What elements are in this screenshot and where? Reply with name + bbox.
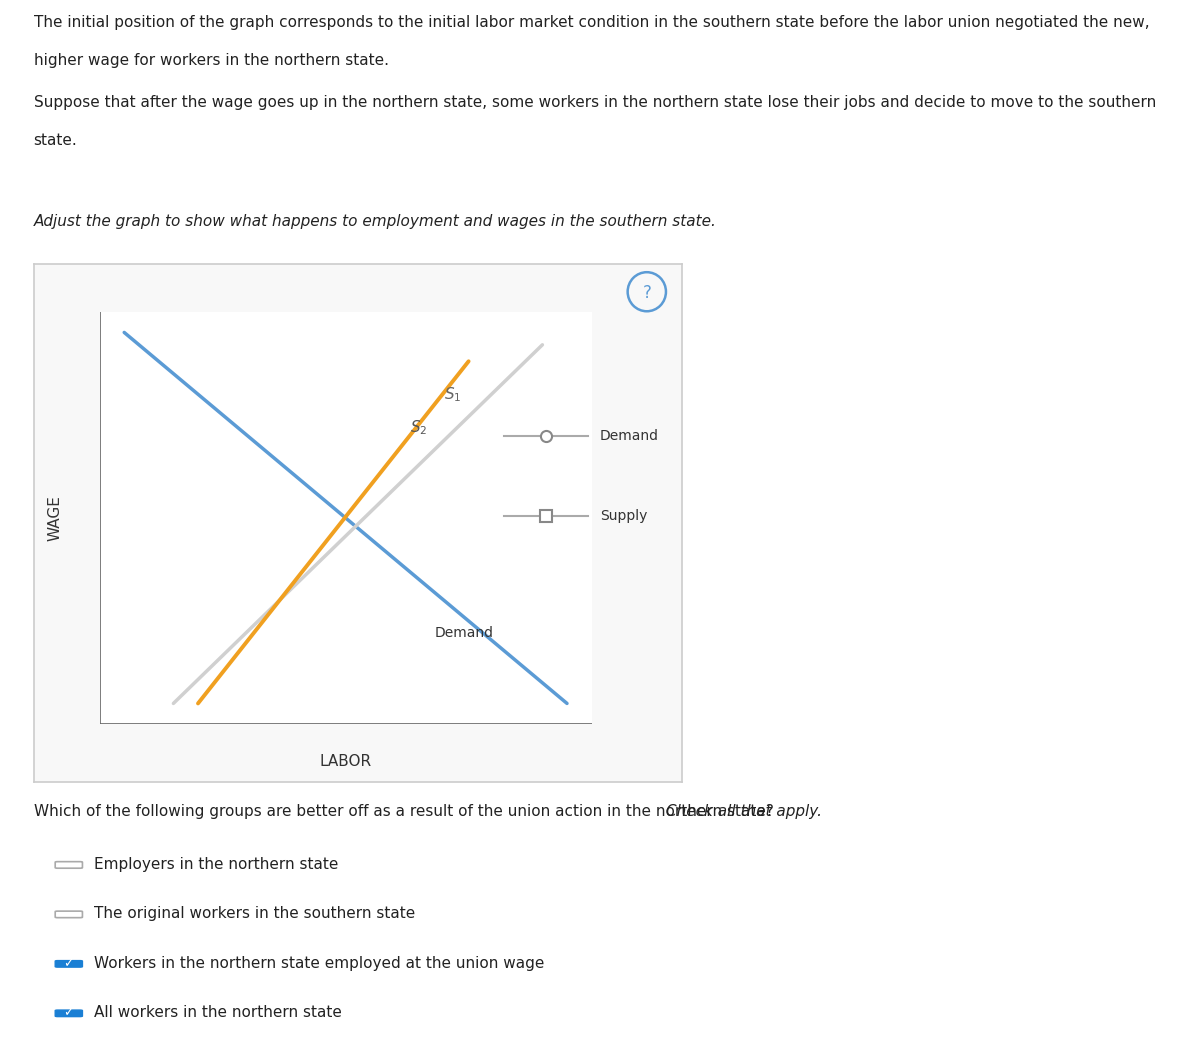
FancyBboxPatch shape bbox=[55, 911, 83, 917]
Text: All workers in the northern state: All workers in the northern state bbox=[94, 1005, 342, 1020]
Text: ✓: ✓ bbox=[64, 1006, 74, 1019]
Text: The initial position of the graph corresponds to the initial labor market condit: The initial position of the graph corres… bbox=[34, 15, 1150, 31]
Text: Which of the following groups are better off as a result of the union action in : Which of the following groups are better… bbox=[34, 804, 779, 819]
Text: Suppose that after the wage goes up in the northern state, some workers in the n: Suppose that after the wage goes up in t… bbox=[34, 95, 1156, 110]
Text: LABOR: LABOR bbox=[319, 754, 372, 768]
Text: $S_2$: $S_2$ bbox=[409, 418, 427, 437]
Text: Adjust the graph to show what happens to employment and wages in the southern st: Adjust the graph to show what happens to… bbox=[34, 215, 716, 229]
Text: Employers in the northern state: Employers in the northern state bbox=[94, 857, 338, 872]
Text: Check all that apply.: Check all that apply. bbox=[666, 804, 822, 819]
Text: ?: ? bbox=[642, 283, 652, 301]
Text: Workers in the northern state employed at the union wage: Workers in the northern state employed a… bbox=[94, 956, 544, 970]
Text: Supply: Supply bbox=[600, 508, 647, 523]
FancyBboxPatch shape bbox=[55, 1010, 83, 1017]
Text: Demand: Demand bbox=[600, 429, 659, 443]
Text: higher wage for workers in the northern state.: higher wage for workers in the northern … bbox=[34, 53, 389, 69]
Text: The original workers in the southern state: The original workers in the southern sta… bbox=[94, 906, 415, 922]
Text: ✓: ✓ bbox=[64, 957, 74, 969]
FancyBboxPatch shape bbox=[55, 861, 83, 868]
Text: $S_1$: $S_1$ bbox=[444, 385, 461, 404]
Text: Demand: Demand bbox=[434, 627, 493, 641]
Text: state.: state. bbox=[34, 133, 77, 148]
Text: WAGE: WAGE bbox=[48, 495, 62, 541]
FancyBboxPatch shape bbox=[55, 961, 83, 967]
